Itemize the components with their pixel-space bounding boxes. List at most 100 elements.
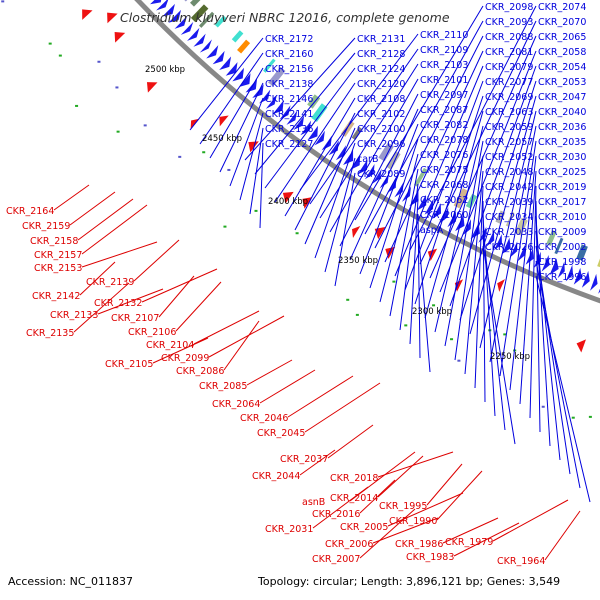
forward-gene-label: CKR_2082 <box>420 120 468 131</box>
forward-gene-label: CKR_2042 <box>485 182 533 193</box>
forward-gene-label: CKR_2128 <box>357 49 405 60</box>
gc-dot <box>450 338 454 341</box>
forward-gene-arrow <box>517 244 526 262</box>
gc-dot <box>503 333 507 336</box>
forward-gene-arrow <box>232 67 244 82</box>
leader-line <box>152 337 209 364</box>
forward-gene-label: CKR_2079 <box>485 62 533 73</box>
gc-dot <box>588 415 592 418</box>
forward-gene-label: CKR_2096 <box>357 139 405 150</box>
leader-line <box>81 241 158 268</box>
forward-gene-arrow <box>168 9 181 23</box>
gene-color-band <box>340 120 355 137</box>
reverse-gene-label: CKR_2044 <box>252 471 300 482</box>
leader-line <box>208 315 285 358</box>
leader-line <box>354 5 484 221</box>
forward-gene-label: CKR_2172 <box>265 34 313 45</box>
leader-line <box>77 198 134 241</box>
gc-dot <box>116 130 120 133</box>
leader-line <box>246 359 293 386</box>
leader-line <box>426 463 463 506</box>
reverse-gene-label: CKR_2064 <box>212 399 260 410</box>
forward-gene-arrow <box>206 45 219 59</box>
leader-line <box>374 35 484 249</box>
leader-line <box>309 48 419 205</box>
reverse-gene-label: CKR_1995 <box>379 501 427 512</box>
leader-line <box>469 95 537 335</box>
forward-gene-label: CKR_2048 <box>485 167 533 178</box>
forward-gene-arrow <box>212 50 225 65</box>
gc-dot <box>541 405 545 408</box>
gc-dot <box>457 359 461 362</box>
leader-line <box>349 451 416 502</box>
leader-line <box>304 382 381 433</box>
reverse-gene-label: CKR_2045 <box>257 428 305 439</box>
reverse-gene-arrow <box>497 279 505 292</box>
forward-gene-arrow <box>372 168 382 184</box>
gene-color-band <box>311 103 328 122</box>
forward-gene-label: CKR_2002 <box>538 242 586 253</box>
gc-dot <box>1 0 5 3</box>
gc-dot <box>48 42 52 45</box>
leader-line <box>387 492 464 527</box>
forward-gene-arrow <box>379 173 390 189</box>
reverse-gene-label: CKR_2104 <box>146 340 194 351</box>
leader-line <box>53 184 90 211</box>
leader-line <box>287 375 354 418</box>
forward-gene-arrow <box>225 62 238 76</box>
gc-dot <box>58 54 62 57</box>
leader-line <box>329 78 419 233</box>
forward-gene-arrow <box>549 258 559 275</box>
reverse-gene-label: CKR_2105 <box>105 359 153 370</box>
forward-gene-arrow <box>541 255 550 272</box>
forward-gene-label: CKR_2065 <box>538 32 586 43</box>
gene-color-band <box>184 0 188 2</box>
forward-gene-label: CKR_2127 <box>265 139 313 150</box>
gene-color-band <box>198 11 215 28</box>
forward-gene-label: CKR_2040 <box>538 107 586 118</box>
leader-line <box>209 67 264 159</box>
gene-color-band <box>597 258 600 268</box>
leader-line <box>327 424 374 459</box>
gc-dot <box>404 324 408 327</box>
leader-line <box>244 37 356 161</box>
forward-gene-label: CKR_2070 <box>538 17 586 28</box>
leader-line <box>79 261 116 296</box>
forward-gene-label: CKR_2025 <box>538 167 586 178</box>
reverse-gene-label: CKR_2164 <box>6 206 54 217</box>
leader-line <box>535 275 591 503</box>
forward-gene-label: CKR_2141 <box>265 109 313 120</box>
leader-line <box>339 93 419 247</box>
leader-line <box>439 50 537 293</box>
gc-dot <box>202 151 206 154</box>
forward-gene-arrow <box>286 110 298 125</box>
gc-dot <box>254 209 258 212</box>
leader-line <box>239 112 264 201</box>
genome-title: Clostridium kluyveri NBRC 12016, complet… <box>120 10 450 25</box>
gc-dot <box>392 280 396 283</box>
reverse-gene-label: CKR_2014 <box>330 493 378 504</box>
forward-gene-arrow <box>162 3 175 17</box>
leader-line <box>436 470 483 521</box>
leader-line <box>399 183 419 331</box>
forward-gene-label: CKR_2069 <box>485 92 533 103</box>
forward-gene-label: carB <box>357 154 378 165</box>
reverse-gene-label: asnB <box>302 497 325 508</box>
leader-line <box>264 67 356 189</box>
reverse-gene-arrow <box>114 32 126 43</box>
leader-line <box>359 479 396 514</box>
reverse-gene-label: CKR_2031 <box>265 524 313 535</box>
forward-gene-label: CKR_2136 <box>265 124 313 135</box>
leader-line <box>434 125 484 333</box>
leader-line <box>389 168 419 317</box>
reverse-gene-arrow <box>576 339 586 353</box>
forward-gene-arrow <box>156 0 169 11</box>
reverse-gene-label: CKR_2085 <box>199 381 247 392</box>
forward-gene-arrow <box>328 140 339 156</box>
gene-color-band <box>263 58 276 73</box>
forward-gene-arrow <box>265 94 278 109</box>
leader-line <box>158 275 195 318</box>
gc-dot <box>295 232 299 235</box>
forward-gene-label: CKR_2052 <box>485 152 533 163</box>
leader-line <box>359 508 416 559</box>
